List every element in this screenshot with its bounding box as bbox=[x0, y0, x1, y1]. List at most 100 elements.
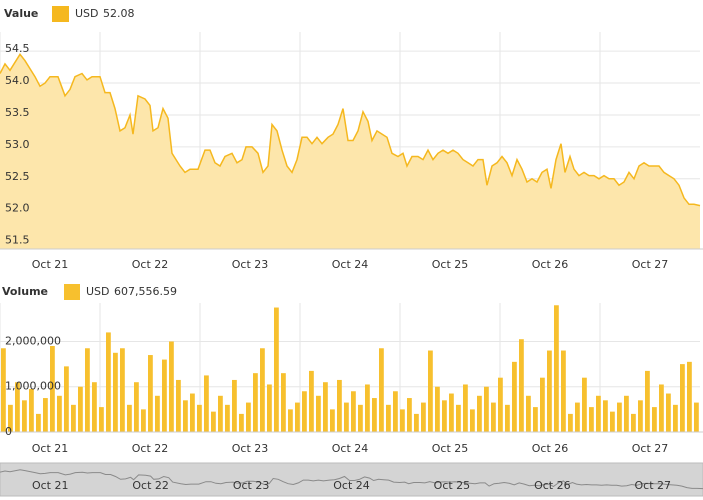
bar bbox=[659, 384, 664, 432]
bar bbox=[505, 404, 510, 432]
navigator-label: Oct 23 bbox=[233, 479, 270, 492]
legend-swatch[interactable] bbox=[64, 284, 80, 300]
bar bbox=[589, 407, 594, 432]
bar bbox=[379, 348, 384, 432]
x-tick-label: Oct 24 bbox=[332, 442, 369, 455]
bar bbox=[148, 355, 153, 432]
bar bbox=[15, 382, 20, 432]
x-tick-label: Oct 25 bbox=[432, 442, 469, 455]
bar bbox=[274, 307, 279, 432]
bar bbox=[113, 352, 118, 432]
bar bbox=[8, 404, 13, 432]
navigator-line bbox=[0, 469, 703, 490]
bar bbox=[596, 395, 601, 432]
legend-unit: USD bbox=[75, 7, 99, 20]
bar bbox=[50, 346, 55, 432]
y-tick-label: 54.5 bbox=[5, 42, 30, 55]
bar bbox=[407, 398, 412, 432]
bar bbox=[225, 404, 230, 432]
bar bbox=[260, 348, 265, 432]
bar bbox=[442, 400, 447, 432]
bar bbox=[393, 391, 398, 432]
navigator-label: Oct 22 bbox=[132, 479, 169, 492]
bar bbox=[554, 305, 559, 432]
bar bbox=[603, 400, 608, 432]
bar bbox=[176, 379, 181, 432]
x-tick-label: Oct 22 bbox=[132, 258, 169, 271]
bar bbox=[246, 402, 251, 432]
bar bbox=[253, 373, 258, 432]
bar bbox=[470, 409, 475, 432]
x-tick-label: Oct 25 bbox=[432, 258, 469, 271]
bar bbox=[1, 348, 6, 432]
bar bbox=[477, 395, 482, 432]
x-tick-label: Oct 26 bbox=[532, 258, 569, 271]
bar bbox=[43, 398, 48, 432]
bar bbox=[36, 413, 41, 432]
navigator-label: Oct 26 bbox=[534, 479, 571, 492]
bar bbox=[330, 409, 335, 432]
x-tick-label: Oct 27 bbox=[632, 258, 669, 271]
bar bbox=[92, 382, 97, 432]
area bbox=[0, 54, 700, 249]
bar bbox=[624, 395, 629, 432]
bar bbox=[400, 409, 405, 432]
bar bbox=[463, 384, 468, 432]
bar bbox=[428, 350, 433, 432]
bar bbox=[183, 400, 188, 432]
panel-title: Volume bbox=[2, 285, 48, 298]
bar bbox=[309, 370, 314, 432]
y-tick-label: 53.0 bbox=[5, 138, 30, 151]
x-tick-label: Oct 22 bbox=[132, 442, 169, 455]
line bbox=[0, 52, 701, 207]
bar bbox=[197, 404, 202, 432]
bar bbox=[491, 402, 496, 432]
bar bbox=[134, 382, 139, 432]
navigator-label: Oct 24 bbox=[333, 479, 370, 492]
legend-unit: USD bbox=[86, 285, 110, 298]
bar bbox=[78, 386, 83, 432]
bar bbox=[652, 407, 657, 432]
bar bbox=[617, 402, 622, 432]
bar bbox=[267, 384, 272, 432]
bar bbox=[190, 393, 195, 432]
x-tick-label: Oct 23 bbox=[232, 258, 269, 271]
bar bbox=[421, 402, 426, 432]
bar bbox=[211, 411, 216, 432]
navigator-label: Oct 27 bbox=[635, 479, 672, 492]
bar bbox=[232, 379, 237, 432]
bar bbox=[449, 393, 454, 432]
bar bbox=[29, 389, 34, 432]
y-tick-label: 53.5 bbox=[5, 106, 30, 119]
bar bbox=[484, 386, 489, 432]
bar bbox=[694, 402, 699, 432]
bar bbox=[316, 395, 321, 432]
bar bbox=[582, 377, 587, 432]
bar bbox=[358, 404, 363, 432]
y-tick-label: 2,000,000 bbox=[5, 334, 61, 347]
bar bbox=[295, 402, 300, 432]
legend-swatch[interactable] bbox=[52, 6, 69, 22]
bar bbox=[64, 366, 69, 432]
x-tick-label: Oct 21 bbox=[32, 442, 69, 455]
y-tick-label: 54.0 bbox=[5, 74, 30, 87]
bar bbox=[610, 411, 615, 432]
bar bbox=[302, 391, 307, 432]
bar bbox=[71, 404, 76, 432]
bar bbox=[218, 395, 223, 432]
panel-title: Value bbox=[4, 7, 38, 20]
bar bbox=[22, 400, 27, 432]
bar bbox=[281, 373, 286, 432]
bar bbox=[687, 361, 692, 432]
bar bbox=[638, 400, 643, 432]
legend-value: 607,556.59 bbox=[114, 285, 177, 298]
bar bbox=[680, 364, 685, 432]
y-tick-label: 1,000,000 bbox=[5, 380, 61, 393]
bar bbox=[323, 382, 328, 432]
bar bbox=[85, 348, 90, 432]
bar bbox=[106, 332, 111, 432]
bar bbox=[239, 413, 244, 432]
bar bbox=[141, 409, 146, 432]
navigator[interactable] bbox=[0, 462, 703, 497]
bar bbox=[547, 350, 552, 432]
